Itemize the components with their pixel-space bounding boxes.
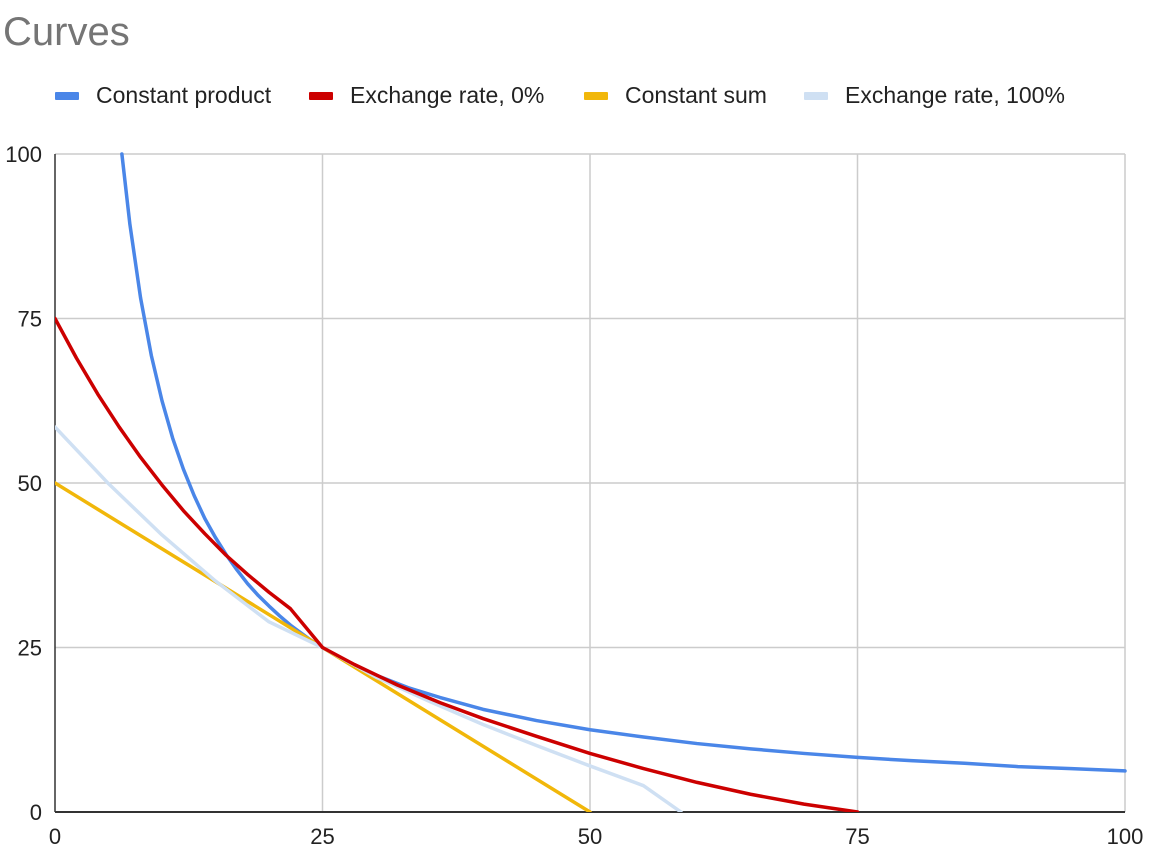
legend-swatch-exchange-rate-100 — [804, 91, 828, 100]
legend-label-exchange-rate-100: Exchange rate, 100% — [845, 82, 1065, 108]
chart-title: Curves — [3, 10, 130, 54]
legend-swatch-exchange-rate-0 — [309, 91, 333, 100]
x-tick-label: 50 — [578, 824, 602, 849]
legend-item-constant-sum[interactable]: Constant sum — [584, 82, 767, 109]
y-tick-label: 0 — [30, 800, 42, 825]
y-tick-label: 25 — [18, 636, 42, 661]
x-tick-label: 0 — [49, 824, 61, 849]
legend-label-constant-product: Constant product — [96, 82, 272, 108]
x-tick-label: 75 — [845, 824, 869, 849]
y-tick-label: 75 — [18, 307, 42, 332]
legend-item-exchange-rate-0[interactable]: Exchange rate, 0% — [309, 82, 544, 109]
y-tick-label: 50 — [18, 471, 42, 496]
series-line-exchange-rate-0 — [55, 316, 860, 812]
series-line-exchange-rate-100 — [55, 425, 683, 812]
x-tick-label: 25 — [310, 824, 334, 849]
series-line-constant-product — [120, 152, 1127, 773]
legend-label-exchange-rate-0: Exchange rate, 0% — [350, 82, 545, 108]
x-tick-label: 100 — [1107, 824, 1144, 849]
legend-item-exchange-rate-100[interactable]: Exchange rate, 100% — [804, 82, 1065, 109]
legend-swatch-constant-product — [55, 91, 79, 100]
legend-item-constant-product[interactable]: Constant product — [55, 82, 271, 109]
y-tick-label: 100 — [5, 142, 42, 167]
legend-swatch-constant-sum — [584, 91, 608, 100]
legend-label-constant-sum: Constant sum — [625, 82, 767, 108]
